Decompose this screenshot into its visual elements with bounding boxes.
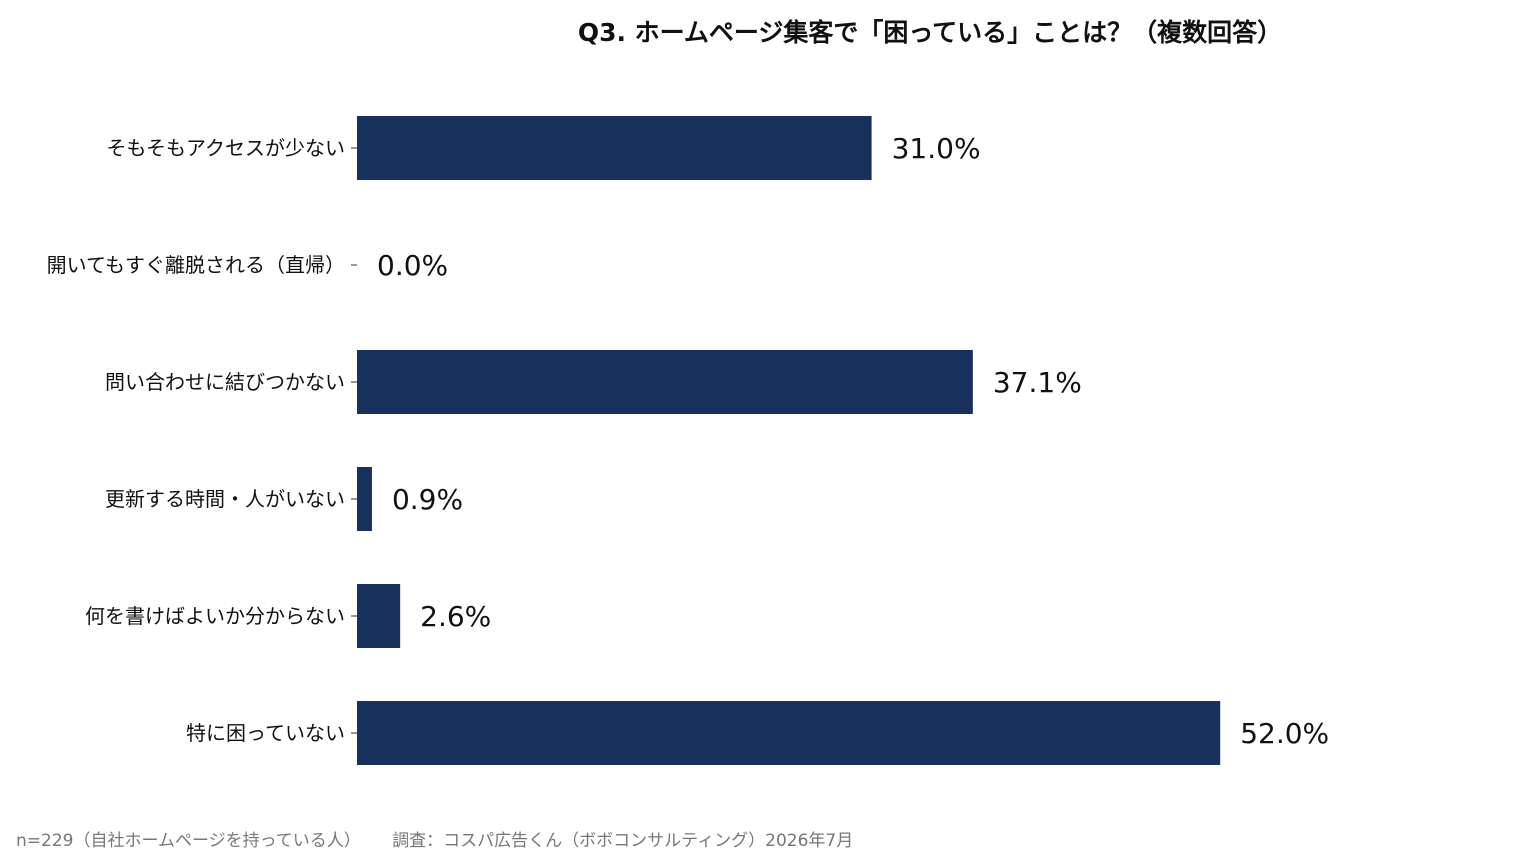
category-label: 特に困っていない [186, 721, 345, 745]
chart-title: Q3. ホームページ集客で「困っている」ことは？（複数回答） [578, 18, 1282, 47]
footnote: n=229（自社ホームページを持っている人） 調査：コスパ広告くん（ボボコンサル… [16, 826, 853, 851]
data-label: 0.0% [377, 249, 448, 282]
bar [357, 467, 372, 531]
category-label: 更新する時間・人がいない [105, 487, 345, 511]
category-label: 問い合わせに結びつかない [105, 370, 345, 394]
category-label: 開いてもすぐ離脱される（直帰） [47, 253, 345, 277]
category-label: そもそもアクセスが少ない [106, 136, 345, 160]
sample-note: n=229（自社ホームページを持っている人） [16, 831, 361, 851]
bars-layer: そもそもアクセスが少ない 31.0% 開いてもすぐ離脱される（直帰） 0.0% 問い合わ… [47, 116, 1329, 765]
bar [357, 350, 973, 414]
source-note: 調査：コスパ広告くん（ボボコンサルティング）2026年7月 [392, 831, 854, 851]
data-label: 0.9% [392, 483, 463, 516]
data-label: 2.6% [420, 600, 491, 633]
data-label: 31.0% [892, 132, 981, 165]
bar [357, 701, 1221, 765]
category-label: 何を書けばよいか分からない [85, 604, 345, 628]
bar [357, 116, 872, 180]
data-label: 37.1% [993, 366, 1082, 399]
data-label: 52.0% [1240, 717, 1329, 750]
bar [357, 584, 401, 648]
